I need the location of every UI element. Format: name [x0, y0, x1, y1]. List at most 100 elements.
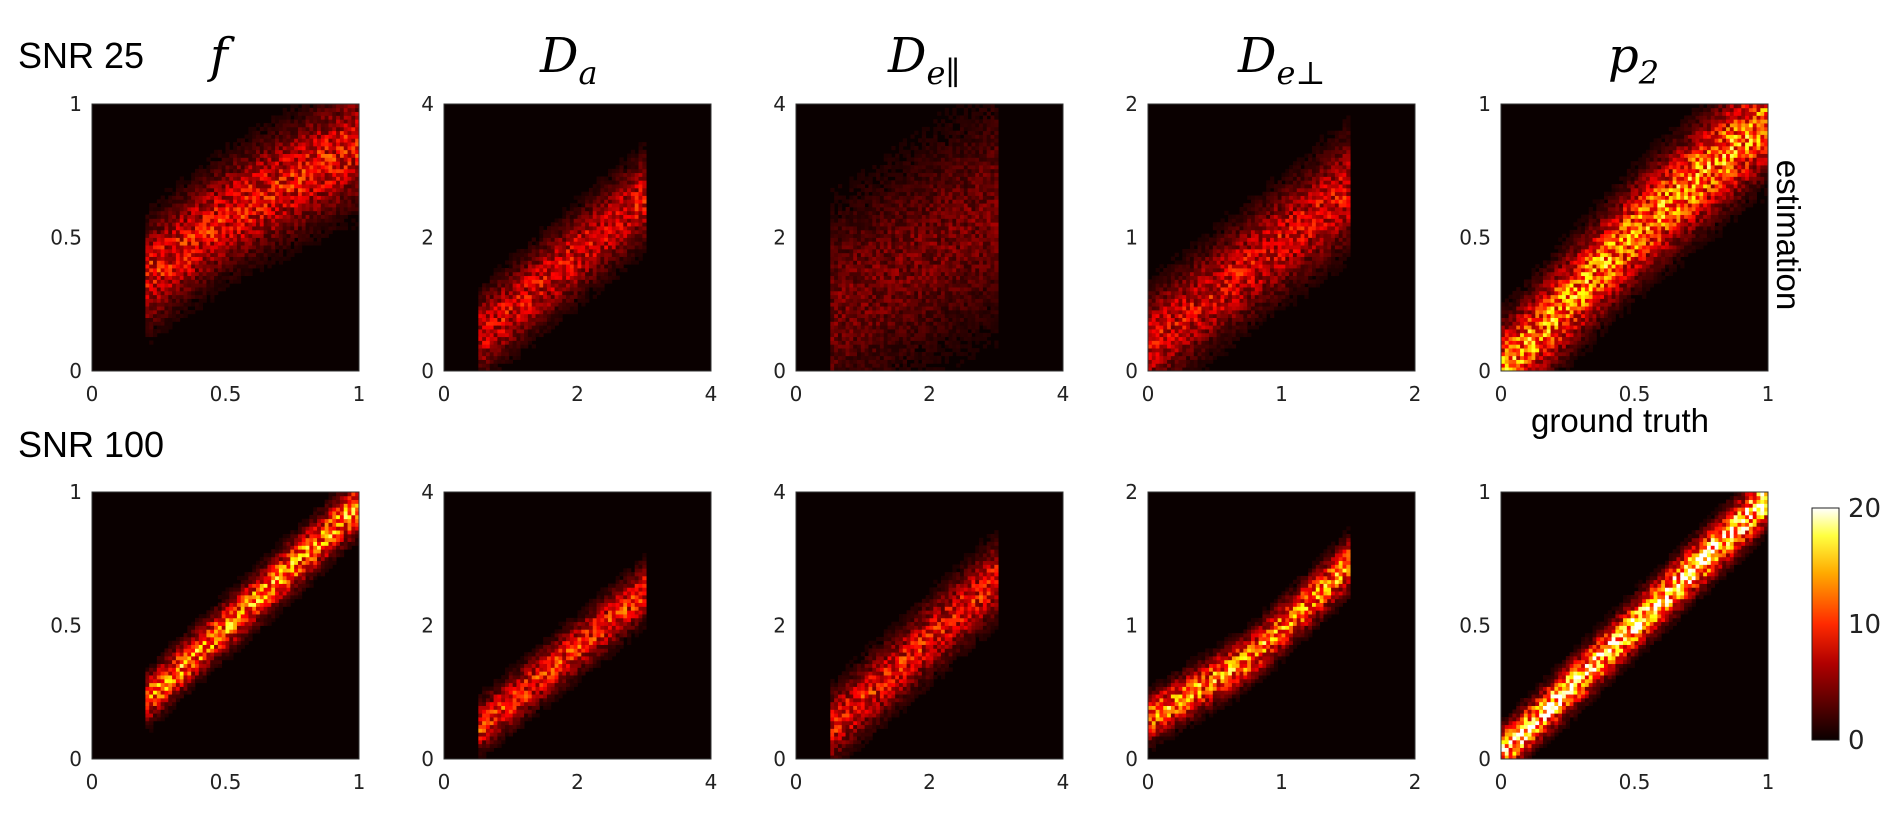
heatmap-cell — [493, 359, 498, 364]
heatmap-cell — [252, 237, 257, 242]
heatmap-cell — [248, 233, 253, 238]
heatmap-cell — [630, 191, 636, 196]
heatmap-cell — [944, 134, 949, 139]
heatmap-cell — [347, 176, 352, 181]
heatmap-cell — [952, 279, 957, 284]
heatmap-cell — [305, 149, 310, 154]
heatmap-cell — [837, 348, 843, 353]
heatmap-cell — [206, 256, 211, 261]
heatmap-cell — [562, 214, 567, 219]
heatmap-cell — [937, 317, 942, 322]
heatmap-cell — [853, 222, 858, 227]
heatmap-cell — [895, 325, 900, 330]
heatmap-cell — [210, 214, 215, 219]
heatmap-cell — [879, 275, 885, 280]
heatmap-cell — [902, 248, 908, 254]
heatmap-cell — [221, 176, 226, 181]
heatmap-cell — [259, 145, 265, 151]
heatmap-cell — [940, 245, 946, 250]
heatmap-cell — [501, 351, 506, 357]
heatmap-cell — [191, 199, 196, 204]
heatmap-cell — [347, 123, 352, 128]
heatmap-cell — [339, 187, 345, 193]
heatmap-cell — [271, 180, 276, 185]
heatmap-cell — [623, 187, 628, 193]
heatmap-cell — [910, 191, 915, 196]
heatmap-cell — [478, 336, 483, 341]
heatmap-cell — [482, 363, 487, 368]
heatmap-cell — [837, 241, 843, 246]
heatmap-cell — [948, 123, 953, 128]
heatmap-cell — [309, 176, 314, 181]
heatmap-cell — [937, 153, 942, 158]
heatmap-cell — [879, 359, 885, 364]
heatmap-cell — [879, 283, 885, 288]
heatmap-cell — [290, 130, 295, 135]
heatmap-cell — [608, 206, 613, 212]
heatmap-cell — [577, 199, 582, 204]
heatmap-cell — [320, 157, 326, 162]
heatmap-cell — [355, 184, 360, 189]
heatmap-cell — [149, 248, 154, 254]
heatmap-cell — [160, 218, 165, 223]
heatmap-cell — [898, 287, 904, 292]
heatmap-cell — [630, 245, 636, 250]
heatmap-cell — [282, 195, 287, 200]
heatmap-cell — [611, 210, 617, 216]
heatmap-cell — [929, 138, 934, 143]
heatmap-cell — [906, 248, 911, 254]
heatmap-cell — [611, 206, 617, 212]
heatmap-cell — [895, 245, 900, 250]
heatmap-cell — [229, 245, 234, 250]
heatmap-cell — [883, 241, 888, 246]
heatmap-cell — [910, 268, 915, 273]
heatmap-cell — [198, 184, 204, 189]
heatmap-cell — [267, 206, 272, 212]
heatmap-cell — [860, 214, 866, 219]
heatmap-cell — [860, 348, 866, 353]
heatmap-cell — [240, 241, 245, 246]
heatmap-cell — [244, 241, 249, 246]
heatmap-cell — [332, 176, 337, 181]
heatmap-cell — [883, 336, 888, 341]
heatmap-cell — [225, 268, 230, 273]
heatmap-panel-1: 0 0.5 100.51 — [50, 92, 365, 406]
heatmap-cell — [305, 119, 310, 124]
heatmap-cell — [898, 237, 904, 242]
heatmap-cell — [940, 180, 946, 185]
heatmap-cell — [933, 241, 938, 246]
heatmap-cell — [328, 107, 333, 113]
heatmap-cell — [864, 214, 869, 219]
heatmap-cell — [278, 119, 284, 124]
heatmap-cell — [149, 302, 154, 307]
heatmap-cell — [282, 138, 287, 143]
heatmap-cell — [478, 325, 483, 330]
heatmap-cell — [343, 191, 348, 196]
heatmap-cell — [512, 260, 517, 265]
heatmap-cell — [271, 119, 276, 124]
heatmap-cell — [895, 332, 900, 338]
ground-truth-label: ground truth — [1531, 402, 1709, 439]
heatmap-cell — [918, 298, 923, 303]
heatmap-cell — [240, 203, 245, 208]
heatmap-cell — [841, 275, 846, 280]
heatmap-cell — [569, 237, 575, 242]
heatmap-cell — [240, 172, 245, 177]
heatmap-cell — [546, 329, 552, 334]
heatmap-cell — [153, 252, 158, 257]
heatmap-cell — [925, 237, 930, 242]
heatmap-cell — [493, 325, 498, 330]
heatmap-cell — [328, 184, 333, 189]
heatmap-cell — [883, 214, 888, 219]
heatmap-cell — [918, 157, 923, 162]
heatmap-cell — [876, 279, 881, 284]
x-tick-label: 0 — [438, 382, 451, 406]
heatmap-cell — [627, 161, 632, 166]
heatmap-cell — [347, 172, 352, 177]
heatmap-cell — [596, 187, 601, 193]
heatmap-cell — [891, 195, 896, 200]
heatmap-cell — [512, 336, 517, 341]
heatmap-cell — [259, 260, 265, 265]
heatmap-cell — [153, 287, 158, 292]
heatmap-cell — [895, 256, 900, 261]
